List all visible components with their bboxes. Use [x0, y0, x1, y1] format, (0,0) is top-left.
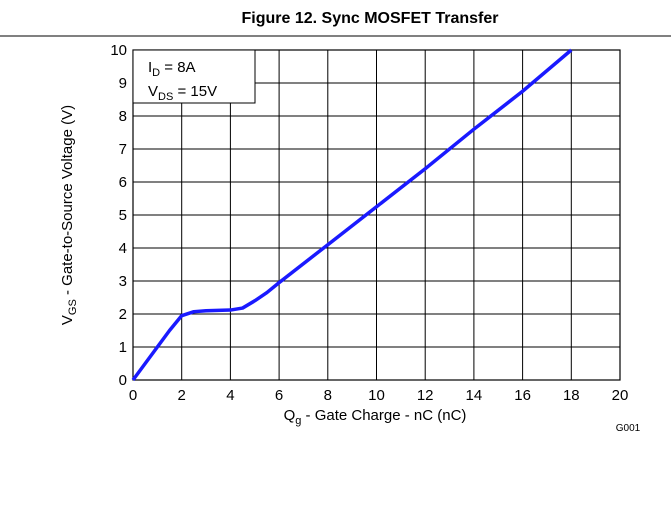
label-rest: = 8A: [160, 59, 195, 76]
annotation-box: [132, 49, 256, 104]
label-sub: GS: [67, 299, 79, 315]
x-tick-label: 4: [226, 387, 234, 404]
label-rest: = 15V: [173, 83, 217, 100]
y-tick-label: 3: [119, 273, 127, 290]
label-rest: - Gate Charge - nC (nC): [301, 407, 466, 424]
x-tick-label: 2: [178, 387, 186, 404]
x-tick-label: 0: [129, 387, 137, 404]
y-tick-label: 7: [119, 141, 127, 158]
y-tick-label: 10: [110, 42, 127, 59]
x-tick-label: 16: [514, 387, 531, 404]
y-tick-label: 2: [119, 306, 127, 323]
y-tick-label: 9: [119, 75, 127, 92]
x-tick-label: 12: [417, 387, 434, 404]
rich-label: Qg - Gate Charge - nC (nC): [284, 407, 467, 427]
x-tick-label: 8: [324, 387, 332, 404]
figure-code: G001: [616, 423, 641, 434]
y-tick-label: 6: [119, 174, 127, 191]
x-tick-label: 6: [275, 387, 283, 404]
rich-label: VGS - Gate-to-Source Voltage (V): [59, 105, 79, 325]
data-line: [131, 48, 573, 382]
y-tick-label: 5: [119, 207, 127, 224]
rich-label: VDS = 15V: [148, 83, 217, 103]
x-tick-label: 18: [563, 387, 580, 404]
x-tick-label: 20: [612, 387, 629, 404]
label-sub: DS: [158, 91, 173, 103]
label-main: V: [59, 315, 76, 325]
label-sub: D: [152, 67, 160, 79]
chart-title: Figure 12. Sync MOSFET Transfer: [242, 10, 499, 27]
label-rest: - Gate-to-Source Voltage (V): [59, 105, 76, 299]
label-main: I: [148, 59, 152, 76]
label-main: V: [148, 83, 158, 100]
y-tick-label: 8: [119, 108, 127, 125]
x-tick-label: 10: [368, 387, 385, 404]
rich-label: ID = 8A: [148, 59, 196, 79]
y-tick-label: 4: [119, 240, 127, 257]
plot-frame: [132, 49, 621, 381]
y-tick-label: 0: [119, 372, 127, 389]
x-tick-label: 14: [466, 387, 483, 404]
y-tick-label: 1: [119, 339, 127, 356]
label-sub: g: [295, 415, 301, 427]
label-main: Q: [284, 407, 296, 424]
